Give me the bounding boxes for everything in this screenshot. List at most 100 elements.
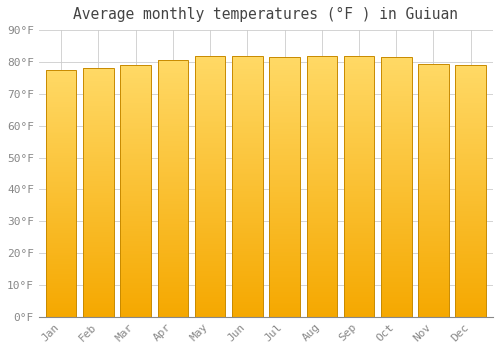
Bar: [344, 302, 374, 304]
Bar: [232, 112, 262, 113]
Bar: [46, 129, 76, 131]
Bar: [158, 99, 188, 100]
Bar: [344, 99, 374, 100]
Bar: [46, 92, 76, 93]
Bar: [158, 152, 188, 153]
Bar: [270, 293, 300, 295]
Bar: [46, 186, 76, 187]
Bar: [306, 170, 337, 172]
Bar: [83, 87, 114, 88]
Bar: [46, 180, 76, 181]
Bar: [306, 79, 337, 81]
Bar: [158, 173, 188, 174]
Bar: [306, 96, 337, 97]
Bar: [46, 286, 76, 287]
Bar: [381, 266, 412, 267]
Bar: [270, 117, 300, 118]
Bar: [381, 99, 412, 100]
Bar: [120, 178, 151, 180]
Bar: [46, 161, 76, 162]
Bar: [158, 233, 188, 235]
Bar: [158, 169, 188, 170]
Bar: [46, 176, 76, 177]
Bar: [270, 203, 300, 204]
Bar: [344, 95, 374, 96]
Bar: [456, 128, 486, 129]
Bar: [381, 119, 412, 121]
Bar: [158, 122, 188, 123]
Bar: [270, 265, 300, 266]
Bar: [120, 294, 151, 295]
Bar: [306, 109, 337, 110]
Bar: [456, 175, 486, 176]
Bar: [195, 74, 226, 75]
Bar: [120, 157, 151, 158]
Bar: [158, 187, 188, 189]
Bar: [306, 180, 337, 181]
Bar: [46, 264, 76, 265]
Bar: [120, 283, 151, 284]
Bar: [418, 152, 448, 153]
Bar: [344, 304, 374, 305]
Bar: [418, 236, 448, 237]
Bar: [306, 305, 337, 306]
Bar: [46, 288, 76, 290]
Bar: [381, 262, 412, 264]
Bar: [83, 314, 114, 316]
Bar: [195, 71, 226, 72]
Bar: [120, 264, 151, 265]
Bar: [46, 222, 76, 223]
Bar: [381, 188, 412, 190]
Bar: [195, 193, 226, 194]
Bar: [158, 94, 188, 95]
Bar: [344, 237, 374, 238]
Bar: [381, 301, 412, 302]
Bar: [158, 309, 188, 310]
Bar: [120, 306, 151, 307]
Bar: [83, 280, 114, 281]
Bar: [46, 275, 76, 276]
Bar: [232, 63, 262, 65]
Bar: [306, 293, 337, 295]
Bar: [195, 305, 226, 306]
Bar: [120, 128, 151, 129]
Bar: [418, 142, 448, 143]
Bar: [120, 176, 151, 177]
Bar: [270, 275, 300, 276]
Bar: [270, 236, 300, 238]
Bar: [158, 273, 188, 274]
Bar: [381, 132, 412, 134]
Bar: [120, 220, 151, 221]
Bar: [232, 231, 262, 232]
Bar: [418, 274, 448, 275]
Bar: [158, 136, 188, 137]
Bar: [195, 82, 226, 83]
Bar: [381, 95, 412, 96]
Bar: [306, 106, 337, 108]
Bar: [270, 266, 300, 267]
Bar: [195, 72, 226, 74]
Bar: [344, 212, 374, 214]
Bar: [270, 87, 300, 88]
Bar: [344, 91, 374, 92]
Bar: [306, 207, 337, 208]
Bar: [158, 227, 188, 228]
Bar: [456, 283, 486, 284]
Bar: [270, 88, 300, 90]
Bar: [120, 148, 151, 149]
Bar: [418, 86, 448, 88]
Bar: [232, 152, 262, 154]
Bar: [195, 289, 226, 291]
Bar: [270, 131, 300, 132]
Bar: [158, 253, 188, 254]
Bar: [418, 309, 448, 310]
Bar: [456, 99, 486, 100]
Bar: [306, 256, 337, 257]
Bar: [195, 309, 226, 310]
Bar: [381, 190, 412, 191]
Bar: [344, 283, 374, 284]
Bar: [232, 56, 262, 317]
Bar: [158, 266, 188, 267]
Bar: [120, 102, 151, 103]
Bar: [46, 239, 76, 240]
